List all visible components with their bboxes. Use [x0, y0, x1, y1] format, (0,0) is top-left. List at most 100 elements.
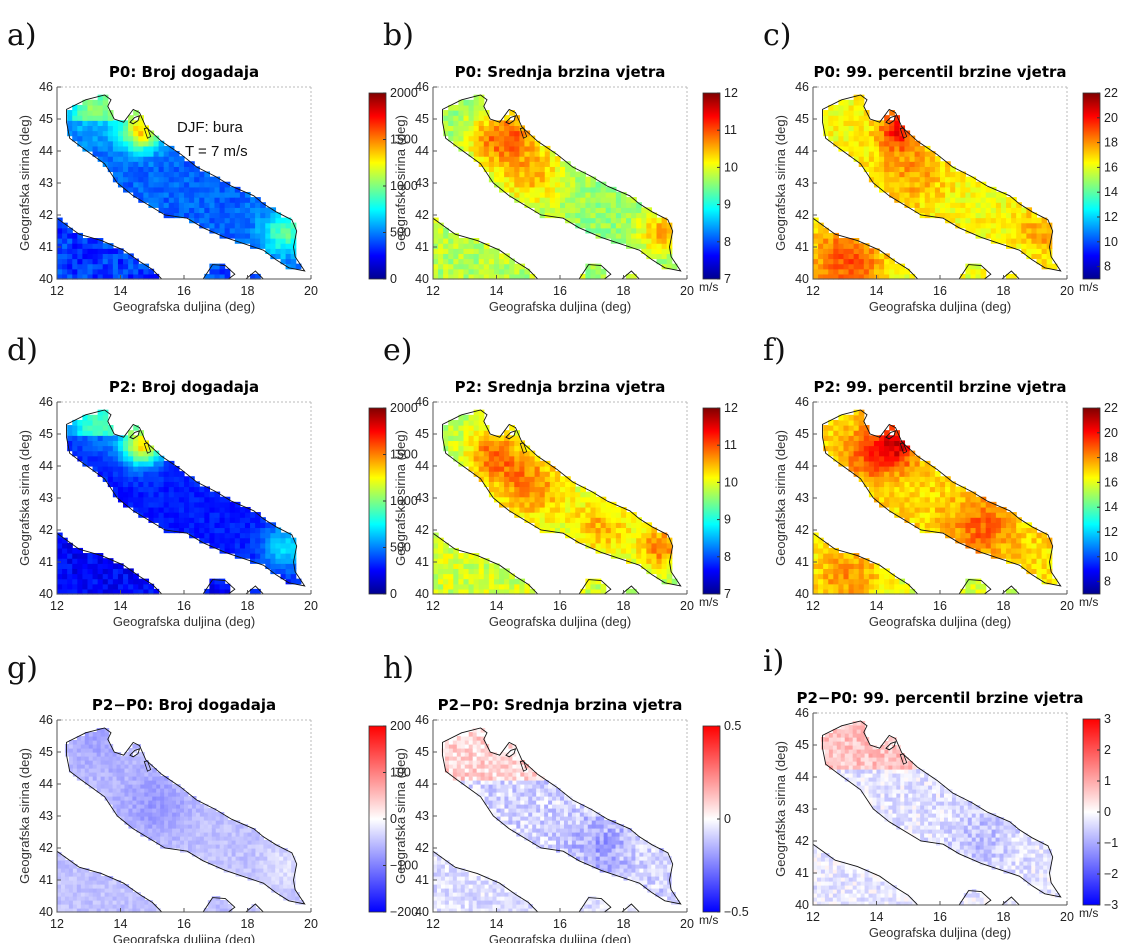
- y-tick-label: 41: [795, 240, 809, 254]
- y-axis-label: Geografska sirina (deg): [393, 115, 408, 251]
- x-tick-label: 14: [490, 599, 504, 613]
- colorbar-unit: m/s: [1079, 280, 1098, 294]
- y-tick-label: 41: [415, 555, 429, 569]
- x-tick-label: 20: [304, 917, 318, 931]
- coastline: [66, 409, 306, 587]
- x-tick-label: 14: [114, 599, 128, 613]
- coastline: [519, 127, 528, 139]
- y-axis-label: Geografska sirina (deg): [773, 430, 788, 566]
- y-tick-label: 46: [795, 395, 809, 409]
- colorbar-tick-label: 3: [1104, 712, 1111, 726]
- panel-e: e) P2: Srednja brzina vjetra 12 14 16 18 20 40 4…: [383, 333, 738, 629]
- coastline: [143, 442, 152, 454]
- colorbar: 8 10 12 14 16 18 20 22 m/s: [1079, 86, 1118, 294]
- panel-title: P2: Srednja brzina vjetra: [455, 378, 666, 396]
- colorbar-tick-label: 100: [390, 766, 411, 780]
- coastline: [885, 741, 897, 751]
- panel-title: P2: 99. percentil brzine vjetra: [813, 378, 1066, 396]
- x-tick-label: 20: [680, 917, 694, 931]
- colorbar-tick-label: 1000: [390, 494, 418, 508]
- colorbar-tick-label: 0: [390, 812, 397, 826]
- x-tick-label: 20: [1060, 284, 1074, 298]
- x-tick-label: 18: [241, 599, 255, 613]
- y-tick-label: 43: [39, 491, 53, 505]
- colorbar-tick-label: 8: [1104, 575, 1111, 589]
- colorbar-tick-label: 0: [1104, 805, 1111, 819]
- y-tick-label: 44: [795, 459, 809, 473]
- colorbar-tick-label: 18: [1104, 451, 1118, 465]
- y-tick-label: 43: [795, 176, 809, 190]
- colorbar-tick-label: 12: [724, 86, 738, 100]
- colorbar-tick-label: −100: [390, 859, 418, 873]
- colorbar: 0 500 1000 1500 2000: [368, 86, 418, 286]
- y-tick-label: 41: [415, 240, 429, 254]
- colorbar-tick-label: 20: [1104, 111, 1118, 125]
- y-tick-label: 43: [415, 176, 429, 190]
- y-tick-label: 43: [39, 809, 53, 823]
- y-tick-label: 45: [795, 738, 809, 752]
- panel-letter: i): [763, 644, 784, 679]
- colorbar-tick-label: −3: [1104, 898, 1118, 912]
- x-tick-label: 20: [1060, 599, 1074, 613]
- y-tick-label: 42: [415, 841, 429, 855]
- coastline: [822, 720, 1062, 898]
- coastline: [885, 430, 897, 440]
- y-tick-label: 46: [39, 395, 53, 409]
- colorbar-tick-label: 7: [724, 587, 731, 601]
- colorbar-tick-label: 9: [724, 198, 731, 212]
- x-axis-label: Geografska duljina (deg): [489, 932, 631, 943]
- colorbar: 8 10 12 14 16 18 20 22 m/s: [1079, 401, 1118, 609]
- colorbar-tick-label: 200: [390, 719, 411, 733]
- y-tick-label: 44: [39, 144, 53, 158]
- coastline: [143, 127, 152, 139]
- annotation: DJF: bura T = 7 m/s: [177, 119, 248, 160]
- colorbar-unit: m/s: [699, 280, 718, 294]
- panel-letter: b): [383, 18, 414, 53]
- x-tick-label: 18: [997, 284, 1011, 298]
- x-tick-label: 14: [490, 284, 504, 298]
- coastline: [899, 442, 908, 454]
- x-tick-label: 18: [617, 917, 631, 931]
- colorbar-tick-label: −200: [390, 905, 418, 919]
- y-axis-label: Geografska sirina (deg): [773, 741, 788, 877]
- x-axis-label: Geografska duljina (deg): [869, 614, 1011, 629]
- coastline: [505, 115, 517, 125]
- colorbar-tick-label: 1500: [390, 448, 418, 462]
- panel-letter: g): [7, 651, 38, 686]
- x-tick-label: 12: [50, 917, 64, 931]
- y-tick-label: 45: [415, 112, 429, 126]
- x-tick-label: 16: [553, 917, 567, 931]
- x-tick-label: 14: [870, 599, 884, 613]
- coastline: [899, 753, 908, 765]
- y-tick-label: 40: [415, 587, 429, 601]
- y-tick-label: 41: [39, 873, 53, 887]
- panel-title: P0: Srednja brzina vjetra: [455, 63, 666, 81]
- y-tick-label: 46: [39, 713, 53, 727]
- x-tick-label: 18: [997, 599, 1011, 613]
- coastline: [129, 430, 141, 440]
- x-tick-label: 20: [304, 284, 318, 298]
- colorbar-tick-label: 0.5: [724, 719, 741, 733]
- colorbar-tick-label: 2: [1104, 743, 1111, 757]
- y-tick-label: 46: [415, 80, 429, 94]
- panel-title: P2: Broj dogadaja: [109, 378, 259, 396]
- x-axis-label: Geografska duljina (deg): [489, 299, 631, 314]
- panel-h: h) P2−P0: Srednja brzina vjetra 12 14 16 18 20…: [383, 651, 749, 943]
- colorbar-tick-label: 8: [1104, 260, 1111, 274]
- x-tick-label: 14: [114, 284, 128, 298]
- map-field: [433, 94, 678, 280]
- colorbar-tick-label: 7: [724, 272, 731, 286]
- x-axis-label: Geografska duljina (deg): [113, 614, 255, 629]
- y-tick-label: 42: [795, 523, 809, 537]
- coastline: [442, 727, 682, 905]
- annotation-line-1: DJF: bura: [177, 119, 244, 136]
- y-tick-label: 40: [39, 587, 53, 601]
- x-tick-label: 12: [50, 284, 64, 298]
- y-tick-label: 45: [39, 745, 53, 759]
- y-tick-label: 40: [39, 905, 53, 919]
- colorbar-tick-label: 18: [1104, 136, 1118, 150]
- panel-a: a) P0: Broj dogadaja 12 14 16 18 20 40 41 42 43 44 4…: [7, 18, 418, 314]
- map-field: [57, 409, 302, 595]
- x-axis-label: Geografska duljina (deg): [869, 299, 1011, 314]
